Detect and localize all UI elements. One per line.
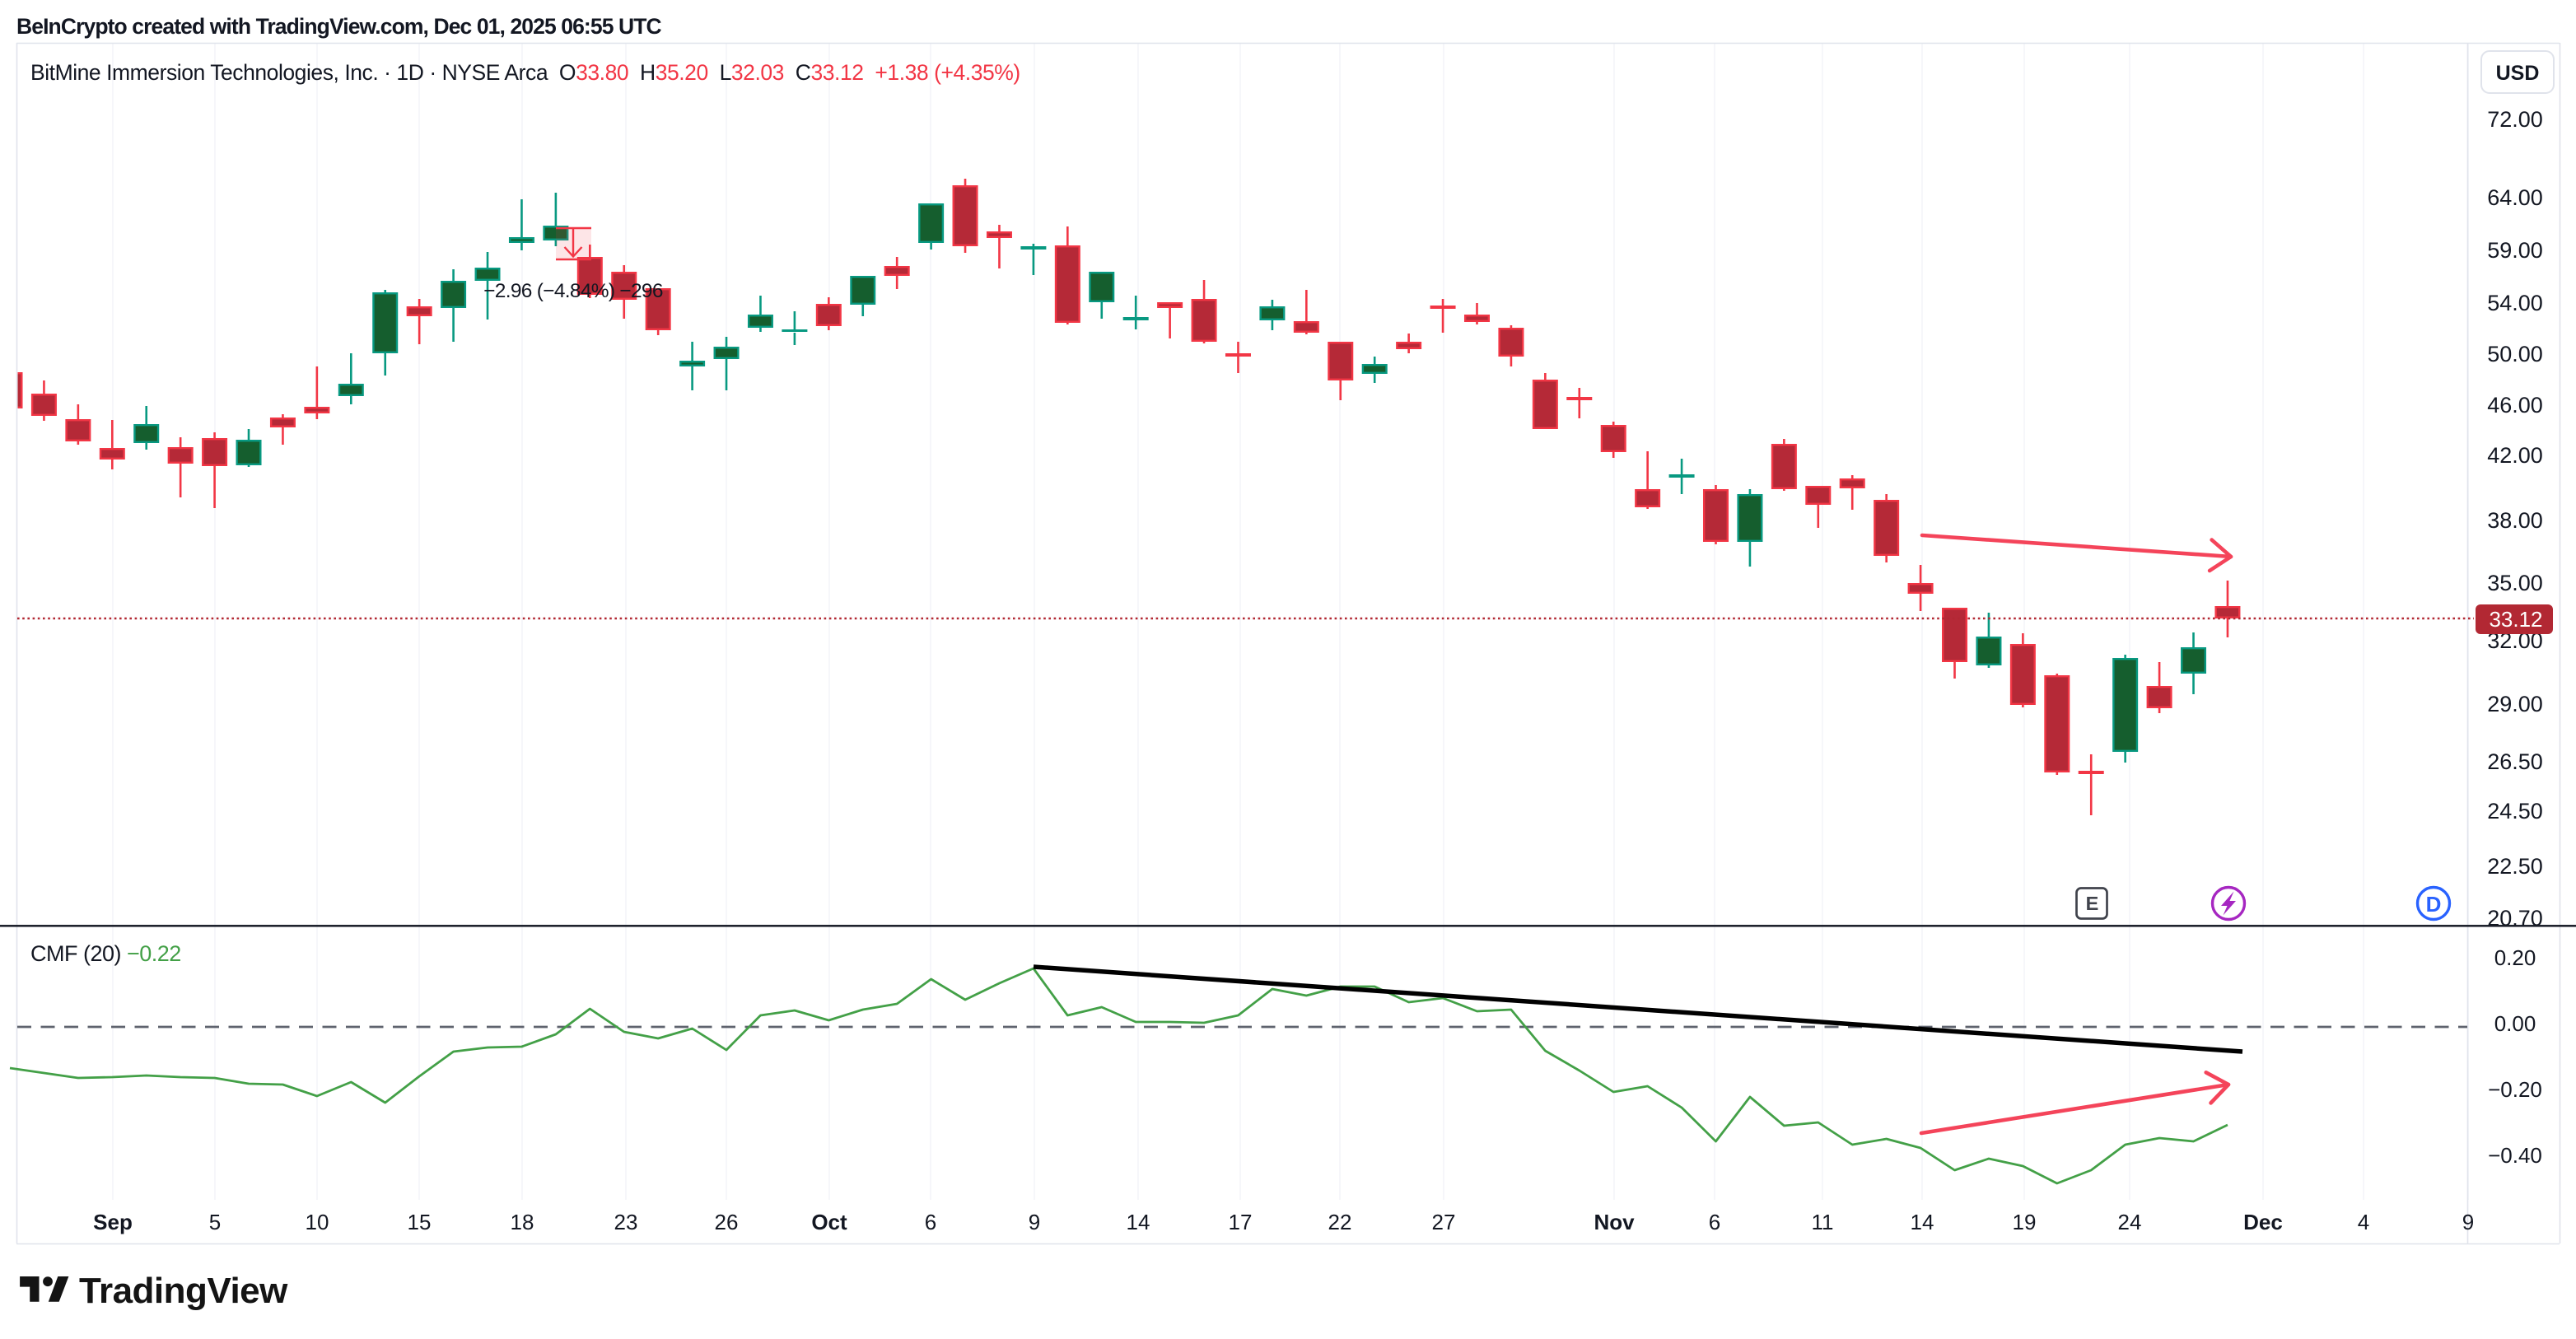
svg-text:0.00: 0.00: [2494, 1011, 2536, 1036]
svg-text:9: 9: [1029, 1210, 1040, 1234]
svg-text:11: 11: [1812, 1210, 1834, 1234]
svg-text:Dec: Dec: [2243, 1210, 2283, 1234]
svg-text:35.00: 35.00: [2487, 571, 2543, 595]
svg-text:24: 24: [2118, 1210, 2142, 1234]
svg-text:6: 6: [925, 1210, 936, 1234]
svg-text:26.50: 26.50: [2487, 749, 2543, 774]
svg-text:72.00: 72.00: [2487, 107, 2543, 132]
svg-text:29.00: 29.00: [2487, 692, 2543, 716]
svg-text:9: 9: [2462, 1210, 2474, 1234]
svg-text:0.20: 0.20: [2494, 945, 2536, 970]
svg-text:26: 26: [715, 1210, 739, 1234]
svg-text:20.70: 20.70: [2487, 906, 2543, 931]
svg-text:46.00: 46.00: [2487, 393, 2543, 418]
svg-text:Sep: Sep: [93, 1210, 133, 1234]
svg-text:18: 18: [511, 1210, 534, 1234]
svg-text:BitMine Immersion Technologies: BitMine Immersion Technologies, Inc. · 1…: [30, 60, 1020, 85]
svg-text:59.00: 59.00: [2487, 238, 2543, 263]
svg-text:19: 19: [2013, 1210, 2037, 1234]
svg-text:54.00: 54.00: [2487, 291, 2543, 315]
svg-text:Nov: Nov: [1594, 1210, 1635, 1234]
svg-text:CMF (20) −0.22: CMF (20) −0.22: [30, 941, 181, 966]
svg-text:22.50: 22.50: [2487, 854, 2543, 879]
svg-text:14: 14: [1127, 1210, 1150, 1234]
svg-text:6: 6: [1709, 1210, 1720, 1234]
svg-text:27: 27: [1432, 1210, 1456, 1234]
svg-text:−2.96 (−4.84%) −296: −2.96 (−4.84%) −296: [483, 280, 663, 302]
svg-text:USD: USD: [2496, 62, 2540, 85]
svg-text:10: 10: [306, 1210, 329, 1234]
svg-text:15: 15: [408, 1210, 432, 1234]
svg-text:50.00: 50.00: [2487, 342, 2543, 366]
svg-text:−0.40: −0.40: [2488, 1143, 2542, 1168]
svg-text:5: 5: [209, 1210, 221, 1234]
svg-text:22: 22: [1328, 1210, 1352, 1234]
svg-text:−0.20: −0.20: [2488, 1077, 2542, 1102]
svg-text:BeInCrypto created with Tradin: BeInCrypto created with TradingView.com,…: [16, 14, 662, 39]
svg-text:TradingView: TradingView: [79, 1271, 288, 1311]
svg-text:14: 14: [1911, 1210, 1934, 1234]
svg-text:Oct: Oct: [811, 1210, 847, 1234]
svg-text:42.00: 42.00: [2487, 443, 2543, 468]
svg-text:38.00: 38.00: [2487, 508, 2543, 533]
svg-text:64.00: 64.00: [2487, 185, 2543, 210]
svg-text:24.50: 24.50: [2487, 799, 2543, 823]
svg-text:D: D: [2426, 892, 2442, 917]
svg-text:23: 23: [614, 1210, 638, 1234]
svg-text:17: 17: [1229, 1210, 1253, 1234]
svg-text:4: 4: [2358, 1210, 2369, 1234]
svg-text:E: E: [2086, 893, 2099, 914]
svg-text:33.12: 33.12: [2489, 607, 2542, 632]
